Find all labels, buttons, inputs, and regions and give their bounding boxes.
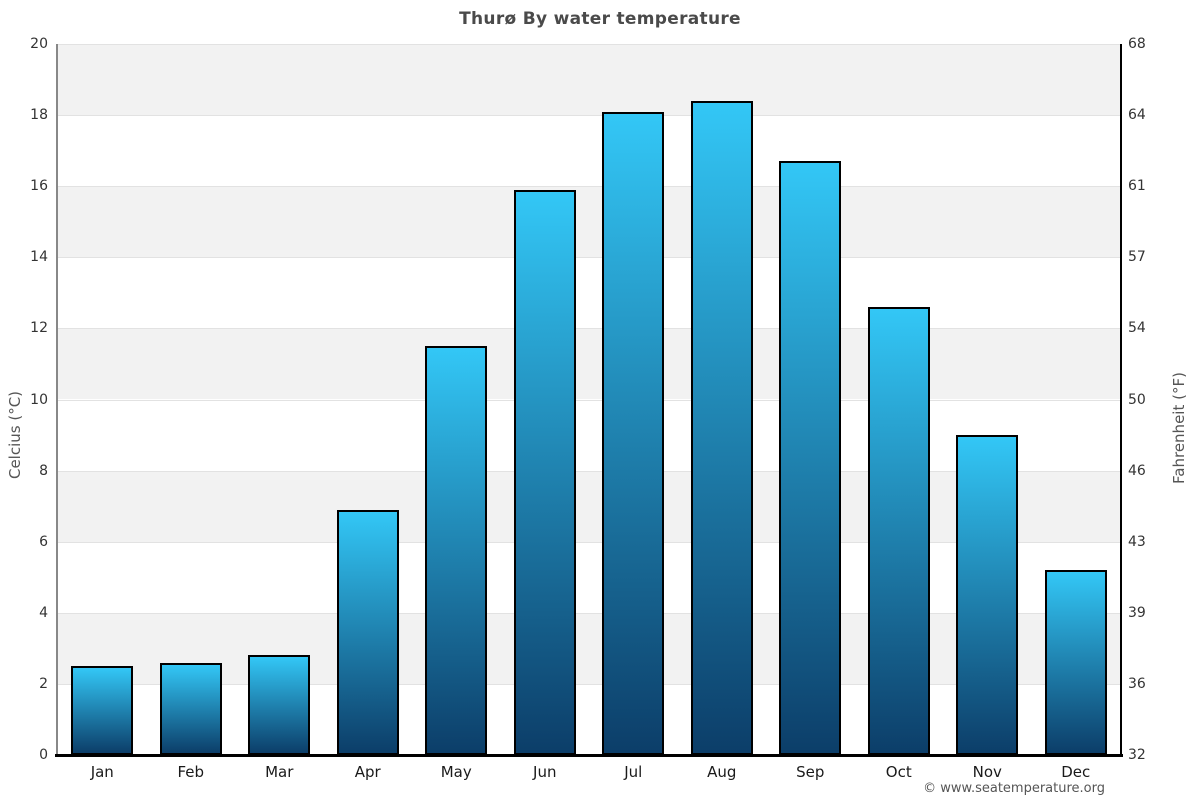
gridline — [58, 186, 1120, 187]
gridline — [58, 257, 1120, 258]
bar-apr — [336, 509, 399, 755]
y-tick-right-54: 54 — [1128, 320, 1146, 337]
x-tick-apr: Apr — [354, 763, 381, 781]
y-tick-left-12: 12 — [30, 320, 48, 337]
y-tick-left-16: 16 — [30, 178, 48, 195]
x-tick-may: May — [440, 763, 472, 781]
footer-credit: © www.seatemperature.org — [923, 781, 1105, 796]
plot-area — [58, 44, 1120, 755]
x-tick-sep: Sep — [796, 763, 825, 781]
bar-oct — [867, 307, 930, 755]
y-axis-left-title: Celcius (°C) — [6, 390, 24, 480]
y-axis-right-line — [1120, 44, 1122, 755]
bar-mar — [248, 655, 311, 755]
x-tick-oct: Oct — [885, 763, 912, 781]
gridline — [58, 542, 1120, 543]
x-tick-feb: Feb — [177, 763, 205, 781]
y-tick-left-10: 10 — [30, 391, 48, 408]
y-tick-left-6: 6 — [39, 533, 48, 550]
gridline — [58, 115, 1120, 116]
plot-band — [58, 186, 1120, 258]
plot-band — [58, 328, 1120, 400]
x-tick-jun: Jun — [533, 763, 557, 781]
plot-band — [58, 470, 1120, 542]
plot-band — [58, 44, 1120, 116]
y-tick-right-57: 57 — [1128, 249, 1146, 266]
bar-may — [425, 346, 488, 755]
y-tick-left-0: 0 — [39, 747, 48, 763]
y-tick-right-50: 50 — [1128, 391, 1146, 408]
bar-nov — [956, 435, 1019, 755]
y-tick-right-32: 32 — [1128, 747, 1146, 763]
y-tick-right-68: 68 — [1128, 36, 1146, 52]
x-tick-nov: Nov — [972, 763, 1002, 781]
y-tick-left-8: 8 — [39, 462, 48, 479]
plot-band — [58, 612, 1120, 684]
gridline — [58, 471, 1120, 472]
x-tick-dec: Dec — [1061, 763, 1091, 781]
gridline — [58, 44, 1120, 45]
y-tick-left-4: 4 — [39, 604, 48, 621]
x-tick-aug: Aug — [707, 763, 737, 781]
bar-jun — [513, 189, 576, 755]
gridline — [58, 684, 1120, 685]
chart-title: Thurø By water temperature — [459, 9, 741, 29]
x-tick-mar: Mar — [265, 763, 294, 781]
gridline — [58, 400, 1120, 401]
y-tick-left-2: 2 — [39, 675, 48, 692]
y-tick-right-43: 43 — [1128, 533, 1146, 550]
bar-sep — [779, 161, 842, 755]
bar-aug — [690, 100, 753, 755]
y-tick-left-18: 18 — [30, 107, 48, 124]
y-tick-right-64: 64 — [1128, 107, 1146, 124]
y-tick-right-39: 39 — [1128, 604, 1146, 621]
x-tick-jan: Jan — [90, 763, 114, 781]
y-tick-right-61: 61 — [1128, 178, 1146, 195]
bar-dec — [1044, 570, 1107, 755]
y-axis-right-title: Fahrenheit (°F) — [1170, 372, 1188, 484]
bar-feb — [159, 662, 222, 755]
y-tick-left-14: 14 — [30, 249, 48, 266]
x-axis-line — [55, 754, 1123, 757]
bar-jan — [71, 666, 134, 755]
y-axis-left-line — [56, 44, 58, 755]
y-tick-right-36: 36 — [1128, 675, 1146, 692]
y-tick-left-20: 20 — [30, 36, 48, 52]
x-tick-jul: Jul — [624, 763, 643, 781]
bar-jul — [602, 111, 665, 755]
y-tick-right-46: 46 — [1128, 462, 1146, 479]
gridline — [58, 328, 1120, 329]
gridline — [58, 613, 1120, 614]
